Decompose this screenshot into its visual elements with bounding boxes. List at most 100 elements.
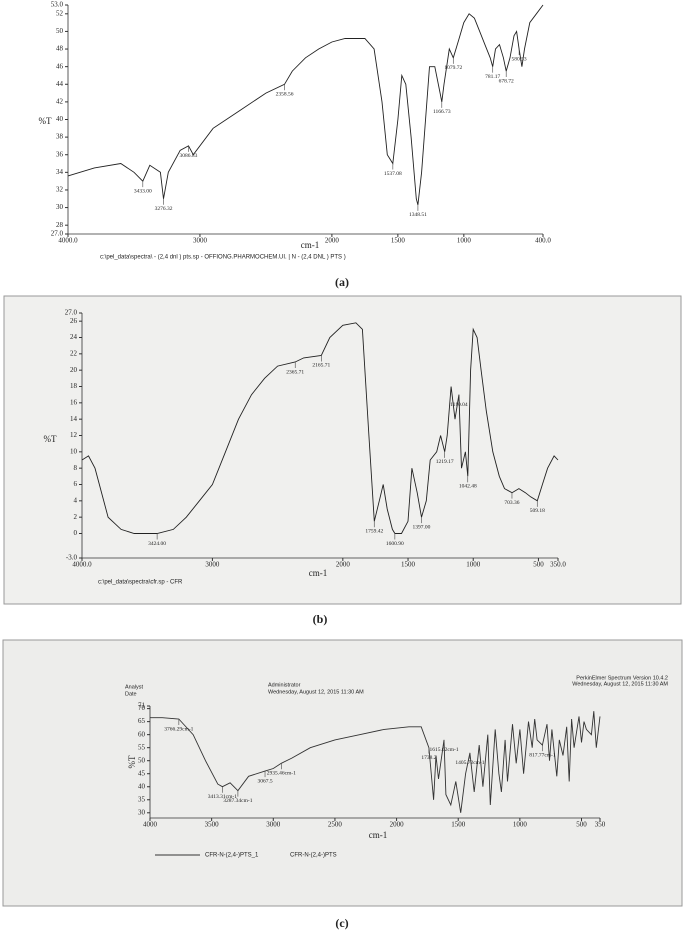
- header-note: PerkinElmer Spectrum Version 10.4.2: [576, 675, 668, 681]
- peak-label: 2358.56: [276, 92, 294, 98]
- y-tick-label: 45: [138, 769, 146, 777]
- caption: (c): [335, 916, 348, 930]
- y-tick-label: 65: [138, 717, 146, 725]
- x-tick-label: 2000: [390, 821, 405, 829]
- x-tick-label: 3000: [193, 237, 208, 245]
- peak-label: 1348.51: [409, 212, 427, 218]
- peak-label: 678.72: [499, 78, 514, 84]
- peak-label: 1759.42: [365, 529, 383, 535]
- peak-label: 2365.71: [286, 369, 304, 375]
- y-tick-label: 16: [70, 398, 78, 406]
- x-tick-label: 3000: [266, 821, 281, 829]
- peak-label: 1166.73: [433, 109, 451, 115]
- x-tick-label: 1000: [457, 237, 472, 245]
- x-tick-label: 1000: [466, 561, 481, 569]
- y-tick-label: 53.0: [51, 1, 64, 9]
- peak-label: 580.53: [512, 56, 527, 62]
- x-tick-label: 3000: [205, 561, 220, 569]
- x-tick-label: 3500: [205, 821, 220, 829]
- y-tick-label: 30: [56, 203, 64, 211]
- peak-label: 3433.00: [134, 188, 152, 194]
- peak-label: 1110.04: [450, 402, 468, 408]
- x-tick-label: 4000.0: [58, 237, 78, 245]
- header-note: Administrator: [268, 682, 301, 688]
- peak-label: 2935.46cm-1: [267, 771, 296, 777]
- y-tick-label: 50: [138, 756, 146, 764]
- peak-label: 3766.29cm-1: [164, 726, 193, 732]
- y-axis-label: %T: [127, 755, 137, 768]
- x-tick-label: 2000: [336, 561, 351, 569]
- peak-label: 1219.17: [436, 459, 454, 465]
- caption: (a): [335, 275, 349, 289]
- peak-label: 3276.32: [155, 206, 173, 212]
- x-tick-label: 1500: [451, 821, 466, 829]
- y-tick-label: 70: [138, 704, 146, 712]
- y-tick-label: 71: [138, 702, 146, 710]
- footnote: c:\pel_data\spectra\ - (2,4 dnl ) pts.sp…: [100, 255, 346, 261]
- peak-label: 817.77cm-1: [529, 752, 556, 758]
- header-note: Wednesday, August 12, 2015 11:30 AM: [572, 681, 668, 687]
- y-tick-label: 2: [74, 513, 78, 521]
- peak-label: 703.36: [504, 500, 519, 506]
- y-axis-label: %T: [44, 434, 57, 444]
- y-tick-label: 14: [70, 415, 78, 423]
- x-tick-label: 4000.0: [72, 561, 92, 569]
- header-note: Wednesday, August 12, 2015 11:30 AM: [268, 689, 364, 695]
- x-tick-label: 2000: [325, 237, 340, 245]
- y-tick-label: 50: [56, 27, 64, 35]
- footnote: c:\pel_data\spectra\cfr.sp - CFR: [98, 580, 183, 586]
- peak-label: 1600.90: [386, 541, 404, 547]
- y-tick-label: 36: [56, 150, 64, 158]
- y-tick-label: 0: [74, 529, 78, 537]
- peak-label: 3067.5: [257, 778, 272, 784]
- x-tick-label: 1500: [401, 561, 416, 569]
- peak-label: 3086.83: [180, 153, 198, 159]
- y-tick-label: 38: [56, 133, 64, 141]
- y-tick-label: 52: [56, 9, 64, 17]
- y-tick-label: 44: [56, 80, 64, 88]
- x-axis-label: cm-1: [309, 568, 328, 578]
- y-tick-label: 28: [56, 221, 64, 229]
- peak-label: 1397.00: [413, 524, 431, 530]
- y-tick-label: 24: [70, 333, 78, 341]
- peak-label: 1079.72: [444, 65, 462, 71]
- spectrum-line: [150, 711, 601, 813]
- y-tick-label: -3.0: [66, 554, 78, 562]
- x-tick-label: 350: [595, 821, 606, 829]
- y-tick-label: 55: [138, 743, 146, 751]
- x-axis-label: cm-1: [301, 240, 320, 250]
- peak-label: 509.18: [530, 508, 545, 514]
- y-tick-label: 20: [70, 366, 78, 374]
- y-tick-label: 12: [70, 431, 78, 439]
- spectrum-line: [67, 4, 544, 206]
- y-tick-label: 40: [56, 115, 64, 123]
- peak-label: 1615.02cm-1: [429, 747, 458, 753]
- y-tick-label: 22: [70, 349, 78, 357]
- y-tick-label: 4: [74, 496, 78, 504]
- peak-label: 781.17: [485, 74, 500, 80]
- header-note: Date: [125, 691, 137, 697]
- peak-label: 1042.48: [459, 484, 477, 490]
- y-tick-label: 32: [56, 186, 64, 194]
- y-tick-label: 35: [138, 795, 146, 803]
- x-tick-label: 350.0: [550, 561, 566, 569]
- y-tick-label: 27.0: [65, 309, 78, 317]
- y-tick-label: 10: [70, 447, 78, 455]
- x-tick-label: 1500: [391, 237, 406, 245]
- plot-frame: [67, 5, 543, 235]
- x-tick-label: 1000: [513, 821, 528, 829]
- peak-label: 1405.72cm-1: [455, 760, 484, 766]
- peak-label: 1738.2: [421, 755, 436, 761]
- y-tick-label: 60: [138, 730, 146, 738]
- y-tick-label: 27.0: [51, 230, 64, 238]
- header-note: Analyst: [125, 684, 144, 690]
- y-tick-label: 30: [138, 808, 146, 816]
- y-tick-label: 46: [56, 62, 64, 70]
- legend-label: CFR-N-(2,4-)PTS: [290, 853, 337, 859]
- y-tick-label: 26: [70, 317, 78, 325]
- y-tick-label: 6: [74, 480, 78, 488]
- y-tick-label: 34: [56, 168, 64, 176]
- y-tick-label: 40: [138, 782, 146, 790]
- y-tick-label: 18: [70, 382, 78, 390]
